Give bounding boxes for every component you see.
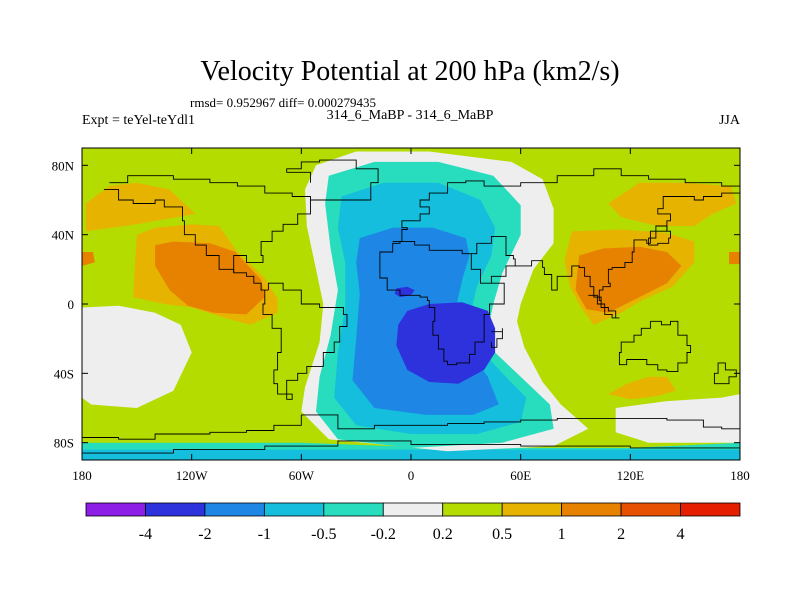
colorbar-swatch — [561, 502, 622, 517]
coastline-9 — [490, 328, 503, 348]
contour-region-northeast-positive — [608, 182, 737, 226]
colorbar-level-label: -2 — [198, 526, 211, 543]
coastline-7 — [588, 294, 620, 319]
x-tick-label: 60E — [510, 468, 531, 483]
colorbar-level-label: 0.5 — [492, 526, 512, 543]
contour-region-southeast-positive — [608, 376, 676, 400]
coastline-12 — [301, 414, 740, 433]
coastline-3 — [392, 168, 740, 243]
contour-region-west-edge-1-2 — [82, 252, 95, 266]
contour-region-east-edge-1-2 — [729, 252, 740, 265]
x-tick-label: 120E — [617, 468, 645, 483]
y-tick-label: 40S — [54, 366, 74, 381]
colorbar-swatch — [85, 502, 146, 517]
colorbar-swatch — [323, 502, 384, 517]
stats-label: rmsd= 0.952967 diff= 0.000279435 — [190, 95, 376, 110]
coastline-2 — [286, 159, 379, 201]
colorbar-level-label: 2 — [617, 526, 625, 543]
map-plot-area — [82, 148, 740, 460]
x-tick-label: 120W — [176, 468, 209, 483]
colorbar-level-label: -0.5 — [311, 526, 336, 543]
coastline-11 — [713, 362, 737, 385]
colorbar-level-label: -0.2 — [371, 526, 396, 543]
contour-region-northwest-positive — [85, 182, 196, 232]
coastline-5 — [471, 235, 516, 284]
colorbar-swatch — [501, 502, 563, 517]
colorbar-swatch — [263, 502, 325, 517]
x-tick-label: 180 — [730, 468, 750, 483]
x-tick-label: 180 — [72, 468, 92, 483]
colorbar-swatch — [680, 502, 741, 517]
season-label: JJA — [719, 113, 741, 128]
colorbar-swatch — [204, 502, 265, 517]
y-tick-label: 80S — [54, 436, 74, 451]
y-tick-label: 40N — [52, 228, 75, 243]
x-axis: 180 120W 60W 0 60E 120E 180 — [72, 148, 750, 483]
colorbar-level-label: 1 — [558, 526, 566, 543]
colorbar-level-label: -4 — [139, 526, 152, 543]
coastline-6 — [515, 189, 740, 301]
x-tick-label: 60W — [289, 468, 315, 483]
y-tick-label: 0 — [68, 297, 75, 312]
x-tick-label: 0 — [408, 468, 415, 483]
chart-title: Velocity Potential at 200 hPa (km2/s) — [200, 56, 619, 87]
y-tick-label: 80N — [52, 158, 75, 173]
experiment-label: Expt = teYel-teYdl1 — [82, 113, 195, 128]
coastline-14 — [82, 440, 740, 454]
contour-region-central-negative-2 — [396, 302, 496, 384]
coastline-4 — [379, 241, 505, 366]
coastline-1 — [103, 189, 235, 273]
contour-region-southeast-neutral — [615, 394, 740, 443]
contour-regions — [82, 151, 740, 460]
coastline-8 — [618, 320, 692, 373]
contour-region-east-1-2-band — [575, 246, 682, 313]
colorbar-swatch — [145, 502, 206, 517]
coastline-10 — [648, 225, 671, 246]
contour-region-west-1-2-band — [155, 241, 265, 315]
colorbar-level-label: -1 — [258, 526, 271, 543]
comparison-label: 314_6_MaBP - 314_6_MaBP — [327, 108, 494, 123]
coastlines — [82, 159, 740, 454]
colorbar-level-label: 0.2 — [433, 526, 453, 543]
coastline-13 — [82, 414, 302, 440]
y-axis: 80N 40N 0 40S 80S — [52, 158, 740, 451]
colorbar: -4 -2 -1 -0.5 -0.2 0.2 0.5 1 2 4 — [85, 502, 741, 543]
colorbar-swatch — [382, 502, 444, 517]
colorbar-swatch — [620, 502, 681, 517]
colorbar-swatch — [442, 502, 503, 517]
colorbar-level-label: 4 — [677, 526, 685, 543]
contour-region-southwest-neutral — [82, 305, 192, 408]
coastline-0 — [109, 175, 348, 400]
